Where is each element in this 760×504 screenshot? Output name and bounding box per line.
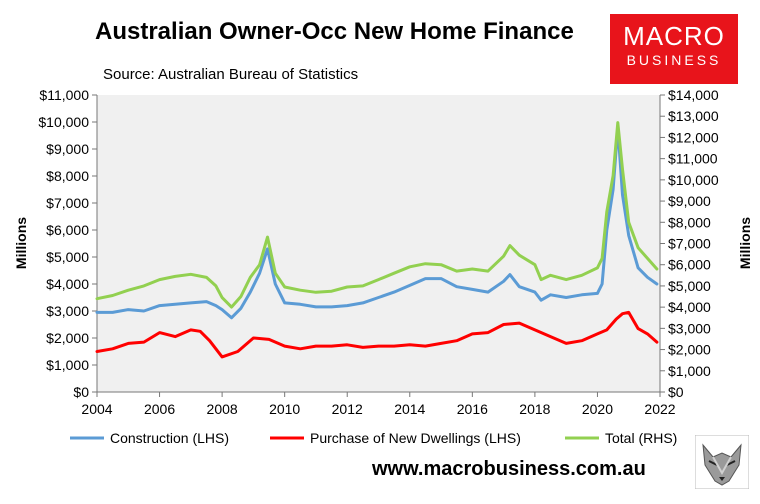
y-left-tick-label: $1,000 xyxy=(46,357,89,373)
construction-series-line xyxy=(95,125,659,320)
chart-source: Source: Australian Bureau of Statistics xyxy=(103,66,359,83)
y-right-tick-label: $8,000 xyxy=(668,214,711,230)
purchase-series-line xyxy=(95,310,659,359)
x-tick-label: 2022 xyxy=(644,401,675,417)
y-left-tick-label: $8,000 xyxy=(46,168,89,184)
brand-logo: MACRO BUSINESS xyxy=(610,14,738,84)
fox-mascot-icon xyxy=(695,435,749,489)
x-tick-label: 2014 xyxy=(394,401,425,417)
y-left-tick-label: $6,000 xyxy=(46,222,89,238)
y-right-tick-label: $5,000 xyxy=(668,278,711,294)
x-tick-label: 2006 xyxy=(144,401,175,417)
logo-line2: BUSINESS xyxy=(626,52,722,68)
y-right-tick-label: $4,000 xyxy=(668,299,711,315)
y-right-tick-label: $13,000 xyxy=(668,108,719,124)
y-left-tick-label: $10,000 xyxy=(38,114,89,130)
x-tick-label: 2016 xyxy=(457,401,488,417)
y-left-axis-title: Millions xyxy=(13,217,29,269)
y-right-tick-label: $0 xyxy=(668,384,684,400)
y-left-tick-label: $2,000 xyxy=(46,330,89,346)
legend-total-label: Total (RHS) xyxy=(605,430,677,446)
total-series-line xyxy=(95,121,659,309)
logo-line1: MACRO xyxy=(623,21,725,51)
website-url: www.macrobusiness.com.au xyxy=(372,458,646,480)
y-left-tick-label: $11,000 xyxy=(39,87,89,103)
y-left-tick-label: $0 xyxy=(73,384,89,400)
y-right-tick-label: $7,000 xyxy=(668,236,711,252)
y-right-tick-label: $12,000 xyxy=(668,129,719,145)
x-tick-label: 2012 xyxy=(332,401,363,417)
x-tick-label: 2020 xyxy=(582,401,613,417)
y-right-tick-label: $3,000 xyxy=(668,320,711,336)
y-left-tick-label: $9,000 xyxy=(46,141,89,157)
x-tick-label: 2010 xyxy=(269,401,300,417)
y-right-tick-label: $11,000 xyxy=(668,151,718,167)
y-left-tick-label: $7,000 xyxy=(46,195,89,211)
y-right-tick-label: $14,000 xyxy=(668,87,719,103)
y-right-tick-label: $9,000 xyxy=(668,193,711,209)
x-tick-label: 2004 xyxy=(81,401,112,417)
y-right-tick-label: $10,000 xyxy=(668,172,719,188)
y-left-tick-label: $3,000 xyxy=(46,303,89,319)
y-left-tick-label: $5,000 xyxy=(46,249,89,265)
y-right-axis-title: Millions xyxy=(737,217,753,269)
y-right-tick-label: $1,000 xyxy=(668,363,711,379)
y-left-tick-label: $4,000 xyxy=(46,276,89,292)
y-right-tick-label: $6,000 xyxy=(668,257,711,273)
legend-purchase-label: Purchase of New Dwellings (LHS) xyxy=(310,430,521,446)
x-tick-label: 2008 xyxy=(207,401,238,417)
x-tick-label: 2018 xyxy=(519,401,550,417)
y-right-tick-label: $2,000 xyxy=(668,342,711,358)
chart-title: Australian Owner-Occ New Home Finance xyxy=(95,18,574,45)
legend-construction-label: Construction (LHS) xyxy=(110,430,229,446)
